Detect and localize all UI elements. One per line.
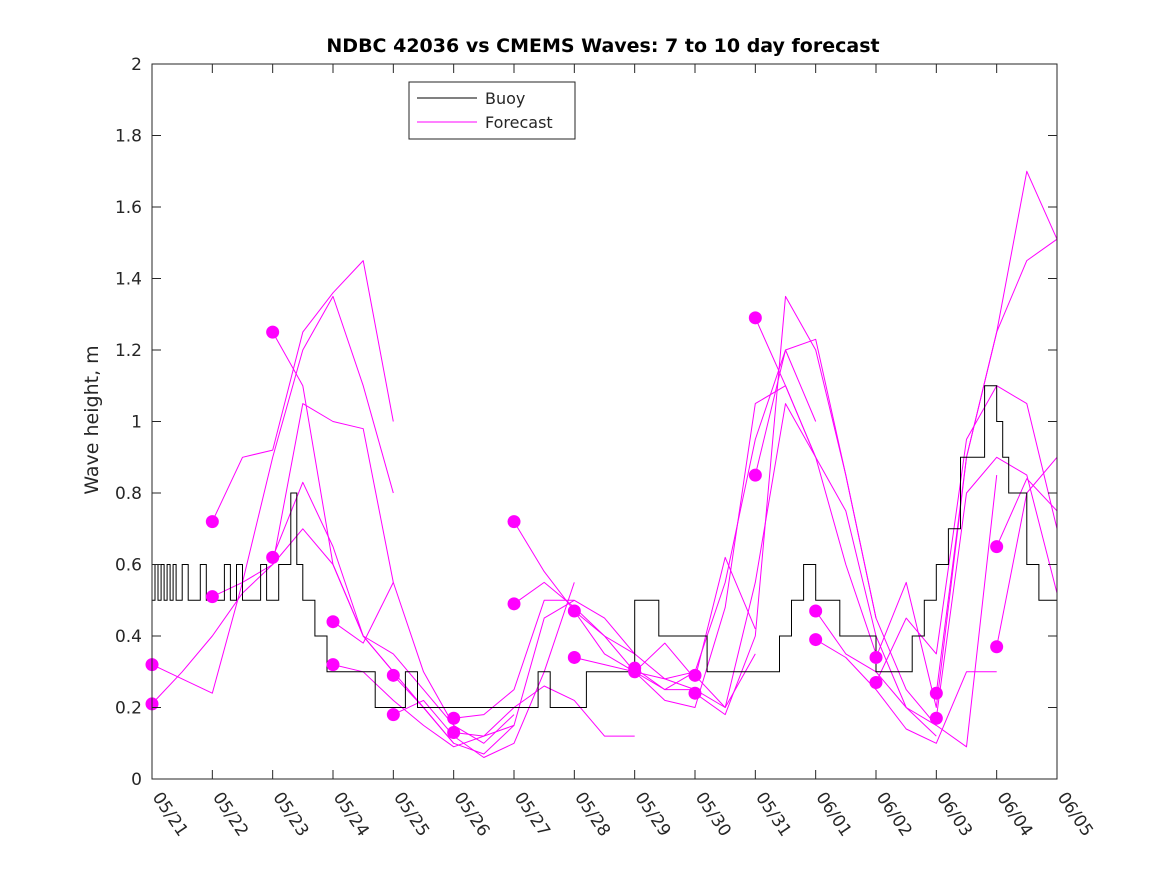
forecast-start-marker [205,590,219,604]
forecast-start-marker [326,615,340,629]
y-tick-label: 1.6 [115,198,142,218]
y-tick-label: 2 [131,55,142,75]
forecast-series-line [935,238,1058,694]
forecast-start-marker [869,650,883,664]
forecast-start-marker [507,515,521,529]
forecast-start-marker [809,604,823,618]
forecast-series-line [694,403,877,708]
y-tick-label: 1.8 [115,127,142,147]
forecast-series-line [211,260,394,522]
y-tick-label: 1 [131,413,142,433]
forecast-start-marker [869,675,883,689]
forecast-series-line [754,338,937,726]
forecast-start-marker [748,468,762,482]
forecast-start-marker [386,708,400,722]
forecast-start-marker [386,668,400,682]
forecast-series-line [573,556,756,680]
forecast-series-line [151,295,394,694]
forecast-start-marker [447,711,461,725]
y-tick-label: 0.6 [115,556,142,576]
legend-box [408,81,576,140]
y-tick-label: 0.2 [115,699,142,719]
forecast-series-line [513,581,696,691]
forecast-start-marker [567,604,581,618]
legend-label-forecast: Forecast [485,113,553,132]
plot-area [152,64,1057,779]
chart-title: NDBC 42036 vs CMEMS Waves: 7 to 10 day f… [326,35,879,57]
forecast-start-marker [628,665,642,679]
forecast-start-marker [688,686,702,700]
forecast-series-line [332,581,515,744]
forecast-start-marker [266,550,280,564]
forecast-start-marker [447,726,461,740]
y-tick-label: 1.4 [115,270,142,290]
forecast-series-line [453,599,636,719]
forecast-series-line [875,385,1058,683]
y-tick-label: 1.2 [115,341,142,361]
forecast-start-marker [205,515,219,529]
forecast-series-line [935,456,1058,719]
y-tick-label: 0.8 [115,484,142,504]
forecast-series-line [815,475,998,748]
forecast-start-marker [326,658,340,672]
forecast-series-line [453,685,635,737]
legend: Buoy Forecast [408,81,576,140]
forecast-start-marker [688,668,702,682]
forecast-start-marker [990,640,1004,654]
y-axis-ticks: 0 0.2 0.4 0.6 0.8 1 1.2 1.4 1.6 1.8 2 [115,55,1057,790]
y-tick-label: 0.4 [115,627,142,647]
forecast-start-marker [266,325,280,339]
y-tick-label: 0 [131,770,142,790]
forecast-start-marker [929,711,943,725]
legend-label-buoy: Buoy [485,89,525,108]
y-axis-label: Wave height, m [81,345,103,494]
forecast-start-marker [990,540,1004,554]
forecast-start-marker [929,686,943,700]
forecast-series-line [996,478,1058,547]
forecast-start-marker [567,650,581,664]
forecast-start-marker [748,311,762,325]
forecast-series-line [815,639,997,744]
forecast-start-marker [809,633,823,647]
forecast-start-marker [507,597,521,611]
